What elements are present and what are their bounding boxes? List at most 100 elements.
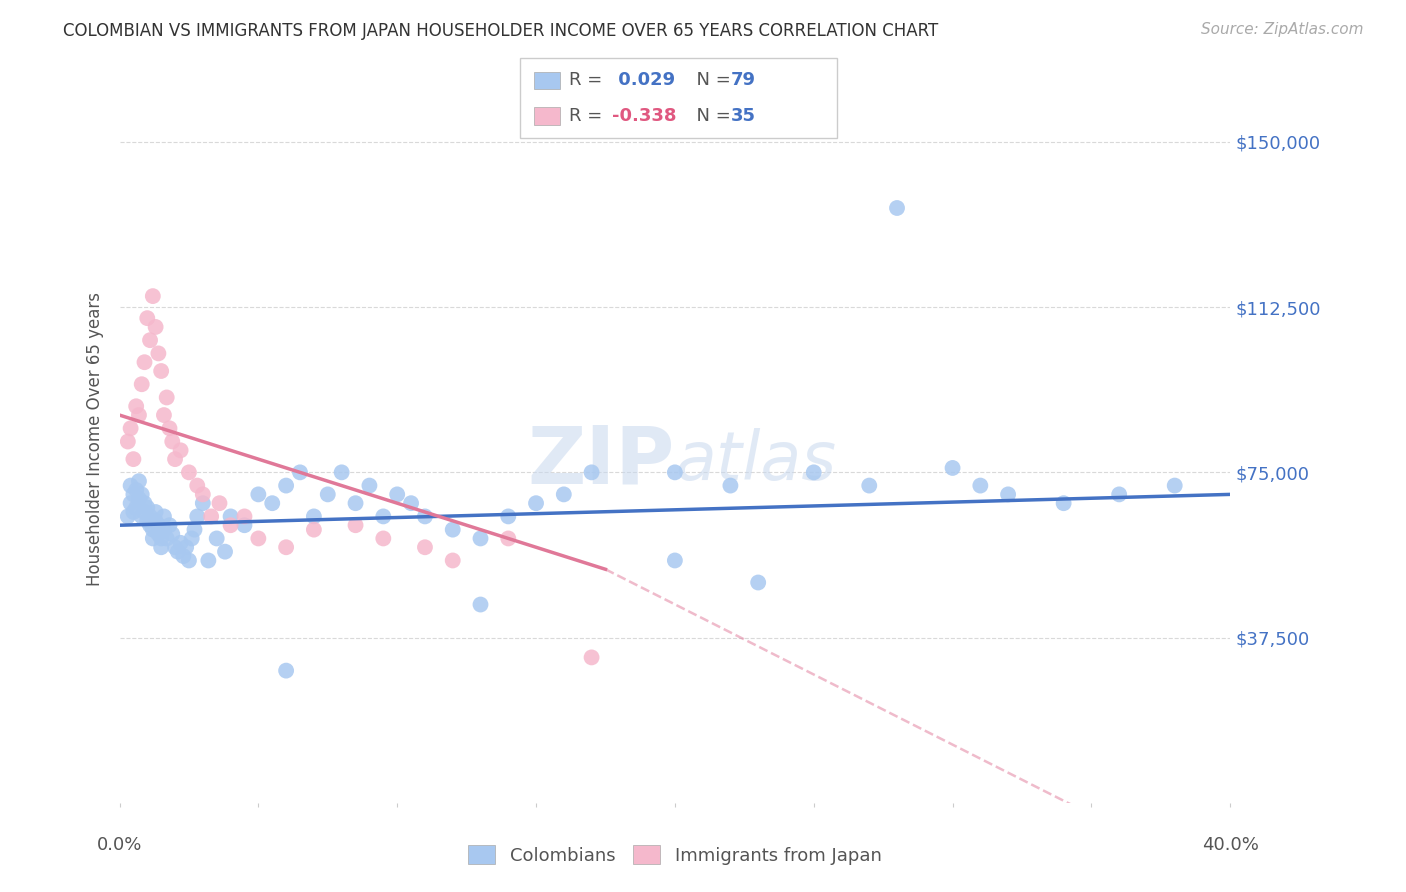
Point xyxy=(1164,478,1187,492)
Point xyxy=(122,487,145,501)
Point xyxy=(233,509,256,524)
Point xyxy=(134,355,156,369)
Text: Source: ZipAtlas.com: Source: ZipAtlas.com xyxy=(1201,22,1364,37)
Point xyxy=(344,496,367,510)
Point xyxy=(330,466,353,480)
Point xyxy=(139,518,162,533)
Point xyxy=(1053,496,1076,510)
Point xyxy=(288,466,311,480)
Point xyxy=(150,541,173,555)
Point xyxy=(128,474,150,488)
Point xyxy=(122,452,145,467)
Point xyxy=(205,532,228,546)
Point xyxy=(156,532,179,546)
Point xyxy=(166,544,188,558)
Point xyxy=(219,509,242,524)
Point xyxy=(373,509,395,524)
Point xyxy=(139,333,162,347)
Point xyxy=(274,541,298,555)
Point xyxy=(399,496,422,510)
Point xyxy=(125,399,148,413)
Point xyxy=(159,421,181,435)
Point xyxy=(153,408,176,422)
Point xyxy=(441,523,464,537)
Point xyxy=(664,553,686,567)
Point xyxy=(148,346,170,360)
Point xyxy=(302,509,325,524)
Point xyxy=(942,461,965,475)
Point xyxy=(219,518,242,533)
Point xyxy=(150,364,173,378)
Point xyxy=(145,514,167,528)
Point xyxy=(120,496,142,510)
Point xyxy=(413,509,436,524)
Point xyxy=(302,523,325,537)
Point xyxy=(747,575,769,590)
Point xyxy=(145,320,167,334)
Point xyxy=(156,391,179,405)
Point xyxy=(131,377,153,392)
Point xyxy=(162,434,184,449)
Point xyxy=(153,523,176,537)
Point xyxy=(581,466,603,480)
Point xyxy=(128,491,150,506)
Point xyxy=(150,532,173,546)
Point xyxy=(208,496,231,510)
Point xyxy=(131,509,153,524)
Point xyxy=(186,509,208,524)
Point xyxy=(197,553,219,567)
Text: R =: R = xyxy=(569,107,609,125)
Point xyxy=(262,496,284,510)
Point xyxy=(274,664,298,678)
Point xyxy=(120,421,142,435)
Point xyxy=(470,598,492,612)
Text: 40.0%: 40.0% xyxy=(1202,836,1258,854)
Point xyxy=(145,505,167,519)
Point xyxy=(200,509,222,524)
Point xyxy=(125,483,148,497)
Text: -0.338: -0.338 xyxy=(612,107,676,125)
Point xyxy=(180,532,202,546)
Point xyxy=(969,478,991,492)
Point xyxy=(470,532,492,546)
Point xyxy=(128,408,150,422)
Point xyxy=(131,487,153,501)
Point xyxy=(373,532,395,546)
Point xyxy=(117,434,139,449)
Point xyxy=(803,466,825,480)
Point xyxy=(997,487,1019,501)
Point xyxy=(316,487,339,501)
Point xyxy=(385,487,409,501)
Point xyxy=(172,549,194,563)
Point xyxy=(247,532,270,546)
Point xyxy=(177,466,200,480)
Point xyxy=(191,496,214,510)
Point xyxy=(498,532,520,546)
Point xyxy=(174,541,197,555)
Point xyxy=(162,527,184,541)
Point xyxy=(148,518,170,533)
Point xyxy=(163,541,186,555)
Point xyxy=(148,527,170,541)
Y-axis label: Householder Income Over 65 years: Householder Income Over 65 years xyxy=(86,293,104,586)
Point xyxy=(139,509,162,524)
Point xyxy=(858,478,880,492)
Point xyxy=(413,541,436,555)
Point xyxy=(274,478,298,492)
Point xyxy=(1108,487,1130,501)
Point xyxy=(136,500,159,515)
Point xyxy=(664,466,686,480)
Point xyxy=(498,509,520,524)
Point xyxy=(122,505,145,519)
Point xyxy=(720,478,742,492)
Point xyxy=(886,201,908,215)
Text: 0.0%: 0.0% xyxy=(97,836,142,854)
Point xyxy=(134,496,156,510)
Text: atlas: atlas xyxy=(675,428,837,494)
Point xyxy=(233,518,256,533)
Point xyxy=(183,523,205,537)
Text: N =: N = xyxy=(685,107,737,125)
Point xyxy=(214,544,236,558)
Point xyxy=(186,478,208,492)
Point xyxy=(359,478,381,492)
